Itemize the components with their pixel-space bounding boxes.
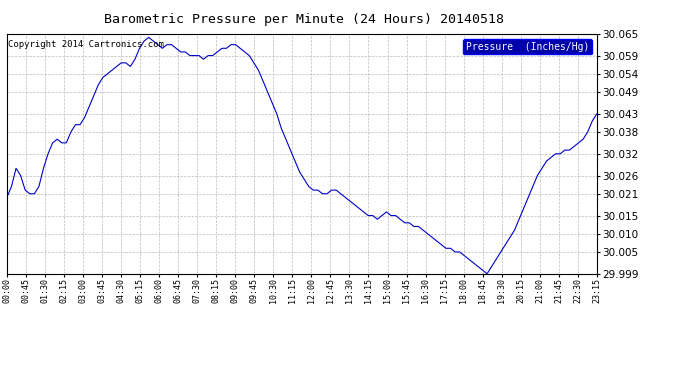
Text: Copyright 2014 Cartronics.com: Copyright 2014 Cartronics.com	[8, 40, 164, 49]
Legend: Pressure  (Inches/Hg): Pressure (Inches/Hg)	[463, 39, 592, 54]
Text: Barometric Pressure per Minute (24 Hours) 20140518: Barometric Pressure per Minute (24 Hours…	[104, 13, 504, 26]
